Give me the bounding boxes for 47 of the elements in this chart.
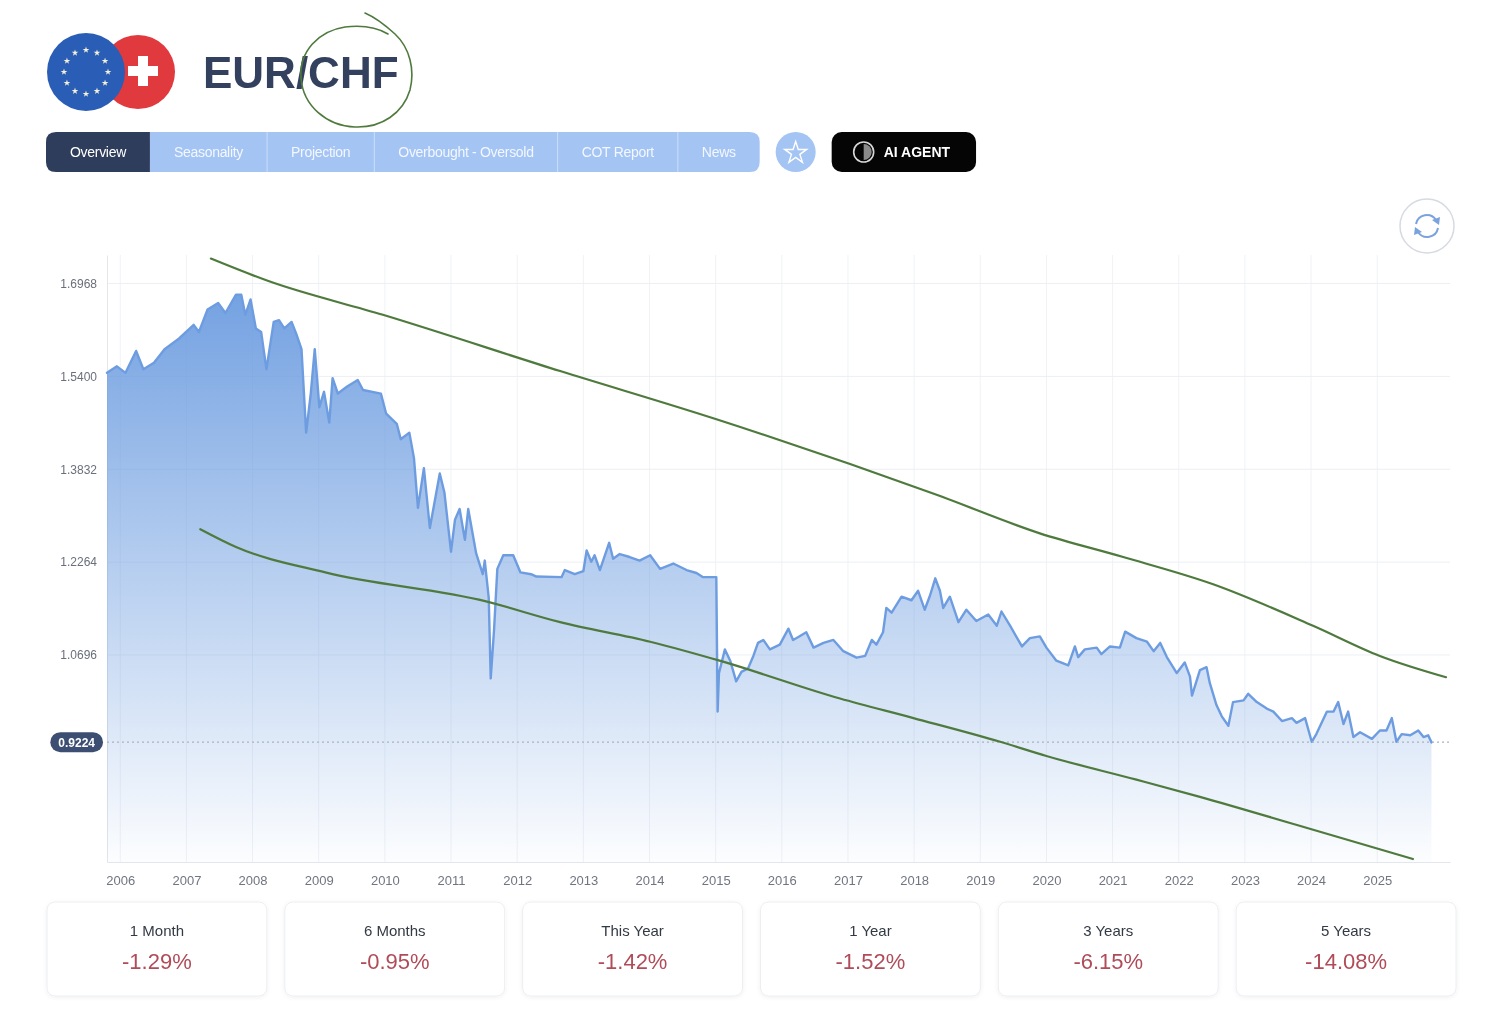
x-tick-label: 2015 xyxy=(701,873,731,889)
x-tick-label: 2019 xyxy=(966,873,996,889)
y-tick-label: 1.3832 xyxy=(60,462,98,477)
text: -1.29% xyxy=(122,949,192,974)
y-tick-label: 1.0696 xyxy=(60,648,98,663)
text: -1.52% xyxy=(835,949,906,974)
x-tick-label: 2006 xyxy=(106,873,136,889)
text: Overbought - Oversold xyxy=(398,144,534,160)
x-tick-label: 2023 xyxy=(1230,873,1260,889)
text: 5 Years xyxy=(1321,922,1372,939)
x-tick-label: 2010 xyxy=(370,873,400,889)
x-tick-label: 2022 xyxy=(1164,873,1194,889)
text: -6.15% xyxy=(1073,949,1144,974)
x-tick-label: 2018 xyxy=(900,873,930,889)
text: -1.42% xyxy=(597,949,668,974)
ref-line-label: 0.9224 xyxy=(58,735,96,750)
text: COT Report xyxy=(581,144,655,160)
text: 6 Months xyxy=(363,922,426,939)
x-tick-label: 2016 xyxy=(767,873,797,889)
text: News xyxy=(701,144,736,160)
x-tick-label: 2024 xyxy=(1297,873,1327,889)
text: Projection xyxy=(291,144,351,160)
text: AI AGENT xyxy=(883,144,951,160)
x-tick-label: 2012 xyxy=(503,873,533,889)
x-tick-label: 2017 xyxy=(834,873,863,889)
x-tick-label: 2013 xyxy=(569,873,599,889)
x-tick-label: 2014 xyxy=(635,873,665,889)
line-series xyxy=(209,257,1448,679)
text: 3 Years xyxy=(1083,922,1134,939)
y-tick-label: 1.5400 xyxy=(60,369,98,384)
text: 1 Year xyxy=(849,922,892,939)
text: This Year xyxy=(601,922,664,939)
text: Overview xyxy=(70,144,128,160)
text: Seasonality xyxy=(173,144,244,160)
x-tick-label: 2021 xyxy=(1098,873,1128,889)
y-tick-label: 1.6968 xyxy=(60,276,98,291)
y-tick-label: 1.2264 xyxy=(60,555,98,570)
x-tick-label: 2025 xyxy=(1363,873,1393,889)
x-tick-label: 2007 xyxy=(172,873,202,889)
text: -14.08% xyxy=(1305,949,1388,974)
x-tick-label: 2020 xyxy=(1032,873,1062,889)
line-series xyxy=(199,528,1415,861)
x-tick-label: 2009 xyxy=(304,873,334,889)
x-tick-label: 2011 xyxy=(437,873,466,889)
text: -0.95% xyxy=(359,949,430,974)
text: 1 Month xyxy=(129,922,185,939)
x-tick-label: 2008 xyxy=(238,873,268,889)
